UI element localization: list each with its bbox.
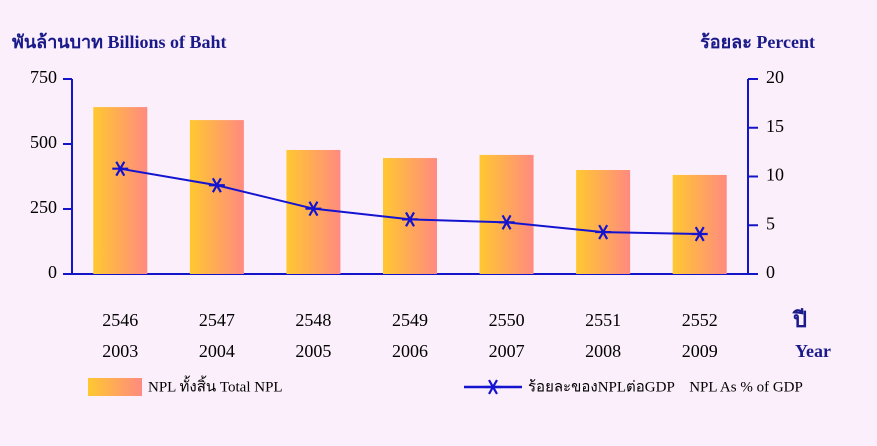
y-tick-label: 500 <box>30 132 57 152</box>
x-tick-label: 2007 <box>489 341 525 361</box>
x-tick-label: 2551 <box>585 310 621 330</box>
x-tick-label: 2003 <box>102 341 138 361</box>
bar <box>479 154 534 274</box>
y2-tick-label: 5 <box>766 213 775 233</box>
x-tick-label: 2009 <box>682 341 718 361</box>
y-tick-label: 250 <box>30 197 57 217</box>
y2-tick-label: 20 <box>766 67 784 87</box>
x-tick-label: 2547 <box>199 310 235 330</box>
marker <box>691 226 708 242</box>
y-tick-label: 750 <box>30 67 57 87</box>
bar <box>189 120 244 274</box>
x-axis-title: Year <box>795 341 831 361</box>
x-tick-label: 2008 <box>585 341 621 361</box>
x-tick-label: 2006 <box>392 341 428 361</box>
marker <box>208 177 225 193</box>
bar <box>383 158 437 274</box>
x-tick-label: 2004 <box>199 341 235 361</box>
x-tick-label: 2552 <box>682 310 718 330</box>
x-axis-title: ปี <box>792 307 807 332</box>
x-tick-label: 2546 <box>102 310 138 330</box>
y2-tick-label: 10 <box>766 165 784 185</box>
bar <box>286 149 341 274</box>
legend-swatch <box>485 379 501 395</box>
bar <box>93 107 148 274</box>
marker <box>498 214 515 230</box>
x-tick-label: 2005 <box>295 341 331 361</box>
marker <box>112 161 129 177</box>
bar <box>576 170 631 274</box>
legend-swatch <box>88 378 142 396</box>
x-tick-label: 2548 <box>295 310 331 330</box>
x-tick-label: 2550 <box>489 310 525 330</box>
marker <box>595 224 612 240</box>
y-tick-label: 0 <box>48 262 57 282</box>
marker <box>402 211 418 227</box>
y2-axis-title: ร้อยละ Percent <box>700 32 815 52</box>
bar <box>672 174 727 274</box>
y-axis-title: พันล้านบาท Billions of Baht <box>12 32 227 52</box>
legend-label: NPL ทั้งสิ้น Total NPL <box>148 375 283 395</box>
y2-tick-label: 15 <box>766 116 784 136</box>
x-tick-label: 2549 <box>392 310 428 330</box>
marker <box>305 201 322 217</box>
legend-label: ร้อยละของNPLต่อGDP NPL As % of GDP <box>528 378 803 395</box>
y2-tick-label: 0 <box>766 262 775 282</box>
